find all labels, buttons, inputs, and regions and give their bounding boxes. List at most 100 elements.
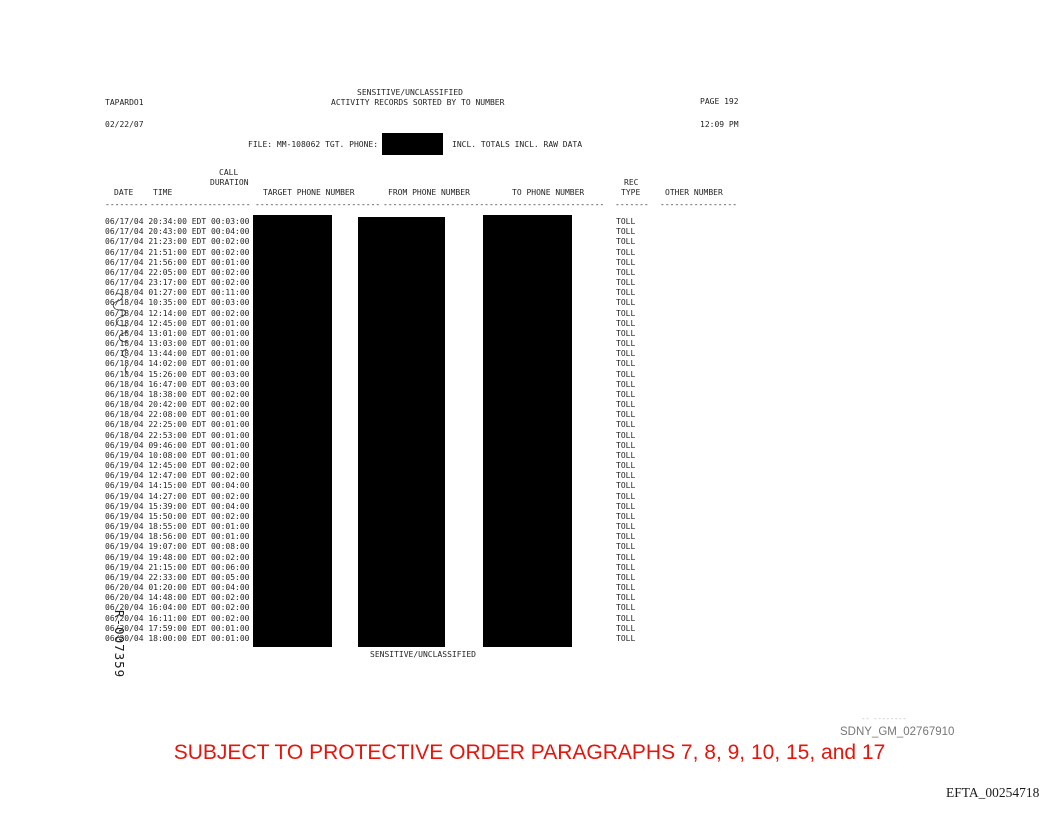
table-row: 06/17/04 22:05:00 EDT 00:02:00 TOLL xyxy=(105,268,745,278)
row-date-time-duration: 06/18/04 10:35:00 EDT 00:03:00 xyxy=(105,298,250,308)
row-date-time-duration: 06/19/04 14:15:00 EDT 00:04:00 xyxy=(105,481,250,491)
row-date-time-duration: 06/19/04 15:39:00 EDT 00:04:00 xyxy=(105,501,250,511)
table-row: 06/18/04 01:27:00 EDT 00:11:00 TOLL xyxy=(105,288,745,298)
row-rec-type: TOLL xyxy=(616,359,636,369)
row-date-time-duration: 06/19/04 18:55:00 EDT 00:01:00 xyxy=(105,522,250,532)
file-line-prefix: FILE: MM-108062 TGT. PHONE: xyxy=(248,140,379,149)
table-rule-segment: -------------------------- xyxy=(255,200,381,209)
row-rec-type: TOLL xyxy=(616,491,636,501)
table-row: 06/19/04 14:27:00 EDT 00:02:00 TOLL xyxy=(105,492,745,502)
table-rule: --------- ------------- -------- ----------… xyxy=(0,200,1059,210)
table-row: 06/19/04 14:15:00 EDT 00:04:00 TOLL xyxy=(105,481,745,491)
table-row: 06/17/04 20:34:00 EDT 00:03:00 TOLL xyxy=(105,217,745,227)
col-header-date: DATE xyxy=(114,188,134,197)
row-date-time-duration: 06/19/04 09:46:00 EDT 00:01:00 xyxy=(105,440,250,450)
row-rec-type: TOLL xyxy=(616,633,636,643)
col-header-target-phone: TARGET PHONE NUMBER xyxy=(263,188,355,197)
row-rec-type: TOLL xyxy=(616,318,636,328)
bates-stamp-vertical: R-007359 xyxy=(112,610,127,679)
row-rec-type: TOLL xyxy=(616,349,636,359)
row-date-time-duration: 06/19/04 21:15:00 EDT 00:06:00 xyxy=(105,562,250,572)
table-rule-segment: ------- xyxy=(615,200,649,209)
redaction-box-from-phone-column xyxy=(358,217,445,647)
row-date-time-duration: 06/20/04 01:20:00 EDT 00:04:00 xyxy=(105,583,250,593)
col-header-other-number: OTHER NUMBER xyxy=(665,188,723,197)
table-row: 06/19/04 18:56:00 EDT 00:01:00 TOLL xyxy=(105,532,745,542)
table-row: 06/20/04 17:59:00 EDT 00:01:00 TOLL xyxy=(105,624,745,634)
table-row: 06/20/04 18:00:00 EDT 00:01:00 TOLL xyxy=(105,634,745,644)
row-rec-type: TOLL xyxy=(616,461,636,471)
row-rec-type: TOLL xyxy=(616,542,636,552)
row-rec-type: TOLL xyxy=(616,247,636,257)
footer-classification: SENSITIVE/UNCLASSIFIED xyxy=(370,650,476,659)
row-rec-type: TOLL xyxy=(616,593,636,603)
row-rec-type: TOLL xyxy=(616,278,636,288)
row-rec-type: TOLL xyxy=(616,420,636,430)
table-row: 06/18/04 14:02:00 EDT 00:01:00 TOLL xyxy=(105,359,745,369)
row-rec-type: TOLL xyxy=(616,471,636,481)
row-rec-type: TOLL xyxy=(616,440,636,450)
row-rec-type: TOLL xyxy=(616,389,636,399)
row-rec-type: TOLL xyxy=(616,552,636,562)
table-row: 06/17/04 20:43:00 EDT 00:04:00 TOLL xyxy=(105,227,745,237)
redaction-box-tgt-phone xyxy=(382,133,443,155)
table-rule-segment: --------- xyxy=(105,200,149,209)
row-date-time-duration: 06/18/04 12:14:00 EDT 00:02:00 xyxy=(105,308,250,318)
row-date-time-duration: 06/18/04 13:03:00 EDT 00:01:00 xyxy=(105,339,250,349)
row-rec-type: TOLL xyxy=(616,613,636,623)
table-row: 06/19/04 19:48:00 EDT 00:02:00 TOLL xyxy=(105,553,745,563)
sdny-bates-stamp: SDNY_GM_02767910 xyxy=(840,726,955,738)
table-row: 06/18/04 15:26:00 EDT 00:03:00 TOLL xyxy=(105,370,745,380)
col-header-time: TIME xyxy=(153,188,173,197)
row-date-time-duration: 06/19/04 18:56:00 EDT 00:01:00 xyxy=(105,532,250,542)
report-time: 12:09 PM xyxy=(700,120,739,129)
scan-artifact-dashes: -- -------- xyxy=(862,714,908,723)
table-row: 06/18/04 22:53:00 EDT 00:01:00 TOLL xyxy=(105,431,745,441)
table-row: 06/17/04 23:17:00 EDT 00:02:00 TOLL xyxy=(105,278,745,288)
table-rule-segment: -------- xyxy=(212,200,251,209)
row-date-time-duration: 06/17/04 21:51:00 EDT 00:02:00 xyxy=(105,247,250,257)
row-date-time-duration: 06/18/04 14:02:00 EDT 00:01:00 xyxy=(105,359,250,369)
table-row: 06/19/04 15:39:00 EDT 00:04:00 TOLL xyxy=(105,502,745,512)
report-title: ACTIVITY RECORDS SORTED BY TO NUMBER xyxy=(331,98,505,107)
table-row: 06/18/04 13:44:00 EDT 00:01:00 TOLL xyxy=(105,349,745,359)
row-rec-type: TOLL xyxy=(616,481,636,491)
table-row: 06/18/04 16:47:00 EDT 00:03:00 TOLL xyxy=(105,380,745,390)
table-row: 06/20/04 16:11:00 EDT 00:02:00 TOLL xyxy=(105,614,745,624)
table-row: 06/19/04 15:50:00 EDT 00:02:00 TOLL xyxy=(105,512,745,522)
row-date-time-duration: 06/18/04 18:38:00 EDT 00:02:00 xyxy=(105,389,250,399)
row-rec-type: TOLL xyxy=(616,227,636,237)
row-rec-type: TOLL xyxy=(616,450,636,460)
row-rec-type: TOLL xyxy=(616,572,636,582)
row-rec-type: TOLL xyxy=(616,400,636,410)
row-rec-type: TOLL xyxy=(616,217,636,226)
table-row: 06/18/04 12:45:00 EDT 00:01:00 TOLL xyxy=(105,319,745,329)
row-date-time-duration: 06/17/04 21:56:00 EDT 00:01:00 xyxy=(105,257,250,267)
row-rec-type: TOLL xyxy=(616,522,636,532)
row-date-time-duration: 06/20/04 16:11:00 EDT 00:02:00 xyxy=(105,613,250,623)
table-row: 06/18/04 20:42:00 EDT 00:02:00 TOLL xyxy=(105,400,745,410)
row-date-time-duration: 06/19/04 12:47:00 EDT 00:02:00 xyxy=(105,471,250,481)
row-rec-type: TOLL xyxy=(616,328,636,338)
table-row: 06/19/04 10:08:00 EDT 00:01:00 TOLL xyxy=(105,451,745,461)
page-number: PAGE 192 xyxy=(700,97,739,106)
table-row: 06/18/04 13:03:00 EDT 00:01:00 TOLL xyxy=(105,339,745,349)
table-row: 06/19/04 12:47:00 EDT 00:02:00 TOLL xyxy=(105,471,745,481)
row-date-time-duration: 06/19/04 15:50:00 EDT 00:02:00 xyxy=(105,511,250,521)
table-row: 06/18/04 22:25:00 EDT 00:01:00 TOLL xyxy=(105,420,745,430)
row-date-time-duration: 06/18/04 22:08:00 EDT 00:01:00 xyxy=(105,410,250,420)
header-classification: SENSITIVE/UNCLASSIFIED xyxy=(357,88,463,97)
redaction-box-to-phone-column xyxy=(483,215,572,647)
row-date-time-duration: 06/17/04 23:17:00 EDT 00:02:00 xyxy=(105,278,250,288)
row-date-time-duration: 06/18/04 16:47:00 EDT 00:03:00 xyxy=(105,379,250,389)
protective-order-stamp: SUBJECT TO PROTECTIVE ORDER PARAGRAPHS 7… xyxy=(173,741,886,764)
row-date-time-duration: 06/18/04 15:26:00 EDT 00:03:00 xyxy=(105,369,250,379)
row-rec-type: TOLL xyxy=(616,410,636,420)
row-rec-type: TOLL xyxy=(616,257,636,267)
row-date-time-duration: 06/17/04 20:34:00 EDT 00:03:00 xyxy=(105,217,250,226)
row-rec-type: TOLL xyxy=(616,339,636,349)
row-date-time-duration: 06/20/04 16:04:00 EDT 00:02:00 xyxy=(105,603,250,613)
row-rec-type: TOLL xyxy=(616,379,636,389)
row-rec-type: TOLL xyxy=(616,267,636,277)
